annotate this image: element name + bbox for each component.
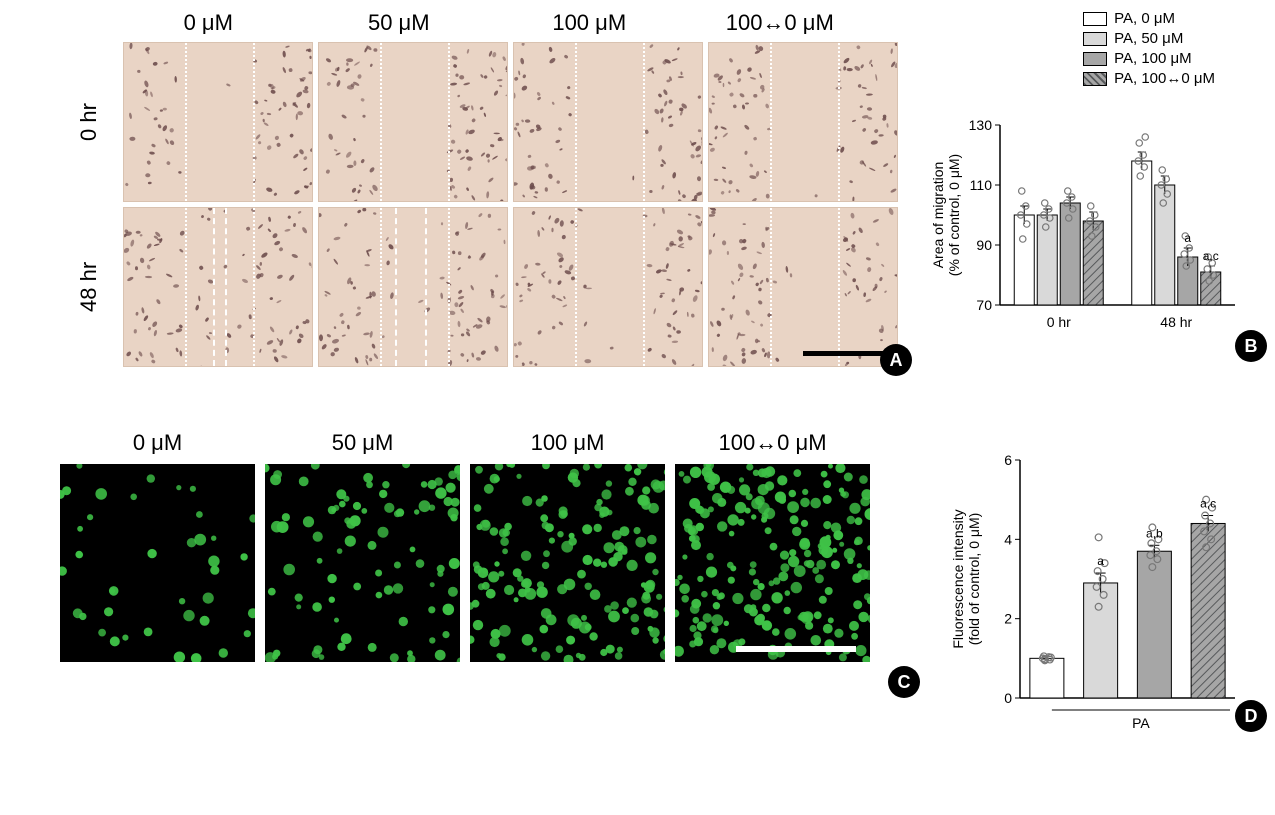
badge-label: C bbox=[898, 672, 911, 693]
col-header: 100↔0 μM bbox=[690, 10, 871, 36]
col-header: 50 μM bbox=[309, 10, 490, 36]
fluorescence-image bbox=[60, 464, 255, 662]
legend-label: PA, 50 μM bbox=[1114, 30, 1183, 47]
legend-item: PA, 100↔0 μM bbox=[1083, 70, 1215, 87]
legend-swatch bbox=[1083, 52, 1107, 66]
panel-d-chart: 0 2 4 6 Fluorescence intensity(fold of contr… bbox=[945, 440, 1245, 740]
badge-label: B bbox=[1245, 336, 1258, 357]
svg-text:90: 90 bbox=[976, 237, 992, 253]
panel-a-badge: A bbox=[880, 344, 912, 376]
microscopy-image bbox=[513, 207, 703, 367]
panel-c-grid bbox=[60, 464, 870, 662]
svg-text:0 hr: 0 hr bbox=[1047, 314, 1071, 330]
panel-d-badge: D bbox=[1235, 700, 1267, 732]
legend-swatch bbox=[1083, 12, 1107, 26]
col-header: 100 μM bbox=[470, 430, 665, 456]
svg-text:a: a bbox=[1097, 554, 1104, 568]
panel-d: 0 2 4 6 Fluorescence intensity(fold of contr… bbox=[945, 440, 1245, 740]
microscopy-image bbox=[513, 42, 703, 202]
legend-label: PA, 100↔0 μM bbox=[1114, 70, 1215, 87]
panel-c-col-headers: 0 μM 50 μM 100 μM 100↔0 μM bbox=[60, 430, 870, 456]
panel-a-col-headers: 0 μM 50 μM 100 μM 100↔0 μM bbox=[60, 10, 870, 36]
scale-bar bbox=[803, 351, 883, 356]
legend-swatch bbox=[1083, 72, 1107, 86]
panel-b-badge: B bbox=[1235, 330, 1267, 362]
svg-text:110: 110 bbox=[970, 177, 993, 193]
microscopy-image bbox=[318, 207, 508, 367]
figure-root: 0 μM 50 μM 100 μM 100↔0 μM 0 hr48 hr A P… bbox=[0, 0, 1275, 815]
svg-text:130: 130 bbox=[969, 117, 993, 133]
legend-label: PA, 0 μM bbox=[1114, 10, 1175, 27]
panel-b: PA, 0 μMPA, 50 μMPA, 100 μMPA, 100↔0 μM … bbox=[925, 10, 1245, 370]
panel-b-legend: PA, 0 μM PA, 50 μM PA, 100 μM PA, 100↔0 μM bbox=[1083, 10, 1215, 90]
scale-bar bbox=[736, 646, 856, 652]
svg-text:a,c: a,c bbox=[1200, 497, 1216, 511]
panel-b-chart: 70 90 110 130 Area of migration(% of control… bbox=[925, 110, 1245, 340]
microscopy-image bbox=[318, 42, 508, 202]
fluorescence-image bbox=[265, 464, 460, 662]
svg-text:(% of control, 0 μM): (% of control, 0 μM) bbox=[946, 154, 962, 276]
fluorescence-image bbox=[675, 464, 870, 662]
legend-item: PA, 50 μM bbox=[1083, 30, 1215, 47]
legend-swatch bbox=[1083, 32, 1107, 46]
col-header: 0 μM bbox=[118, 10, 299, 36]
col-header: 100↔0 μM bbox=[675, 430, 870, 456]
panel-c-badge: C bbox=[888, 666, 920, 698]
col-header: 50 μM bbox=[265, 430, 460, 456]
microscopy-image bbox=[708, 207, 898, 367]
svg-text:a: a bbox=[1184, 231, 1191, 245]
microscopy-image bbox=[708, 42, 898, 202]
svg-text:a,c: a,c bbox=[1203, 249, 1219, 263]
badge-label: D bbox=[1245, 706, 1258, 727]
legend-item: PA, 100 μM bbox=[1083, 50, 1215, 67]
microscopy-image bbox=[123, 207, 313, 367]
panel-a: 0 μM 50 μM 100 μM 100↔0 μM 0 hr48 hr bbox=[60, 10, 870, 367]
svg-text:Fluorescence intensity: Fluorescence intensity bbox=[950, 509, 966, 648]
col-header: 100 μM bbox=[499, 10, 680, 36]
panel-c: 0 μM 50 μM 100 μM 100↔0 μM bbox=[60, 430, 870, 662]
svg-text:0: 0 bbox=[1004, 690, 1012, 706]
row-label: 0 hr bbox=[60, 42, 118, 202]
svg-text:48 hr: 48 hr bbox=[1160, 314, 1192, 330]
svg-text:(fold of control, 0 μM): (fold of control, 0 μM) bbox=[966, 513, 982, 646]
legend-item: PA, 0 μM bbox=[1083, 10, 1215, 27]
svg-text:4: 4 bbox=[1004, 531, 1012, 547]
badge-label: A bbox=[890, 350, 903, 371]
fluorescence-image bbox=[470, 464, 665, 662]
svg-text:2: 2 bbox=[1004, 611, 1012, 627]
svg-text:70: 70 bbox=[976, 297, 992, 313]
svg-text:PA: PA bbox=[1132, 715, 1150, 731]
svg-text:6: 6 bbox=[1004, 452, 1012, 468]
svg-text:a,b: a,b bbox=[1146, 526, 1163, 540]
col-header: 0 μM bbox=[60, 430, 255, 456]
microscopy-image bbox=[123, 42, 313, 202]
svg-text:Area of migration: Area of migration bbox=[930, 162, 946, 269]
panel-a-grid: 0 hr48 hr bbox=[60, 42, 870, 367]
row-label: 48 hr bbox=[60, 207, 118, 367]
legend-label: PA, 100 μM bbox=[1114, 50, 1192, 67]
